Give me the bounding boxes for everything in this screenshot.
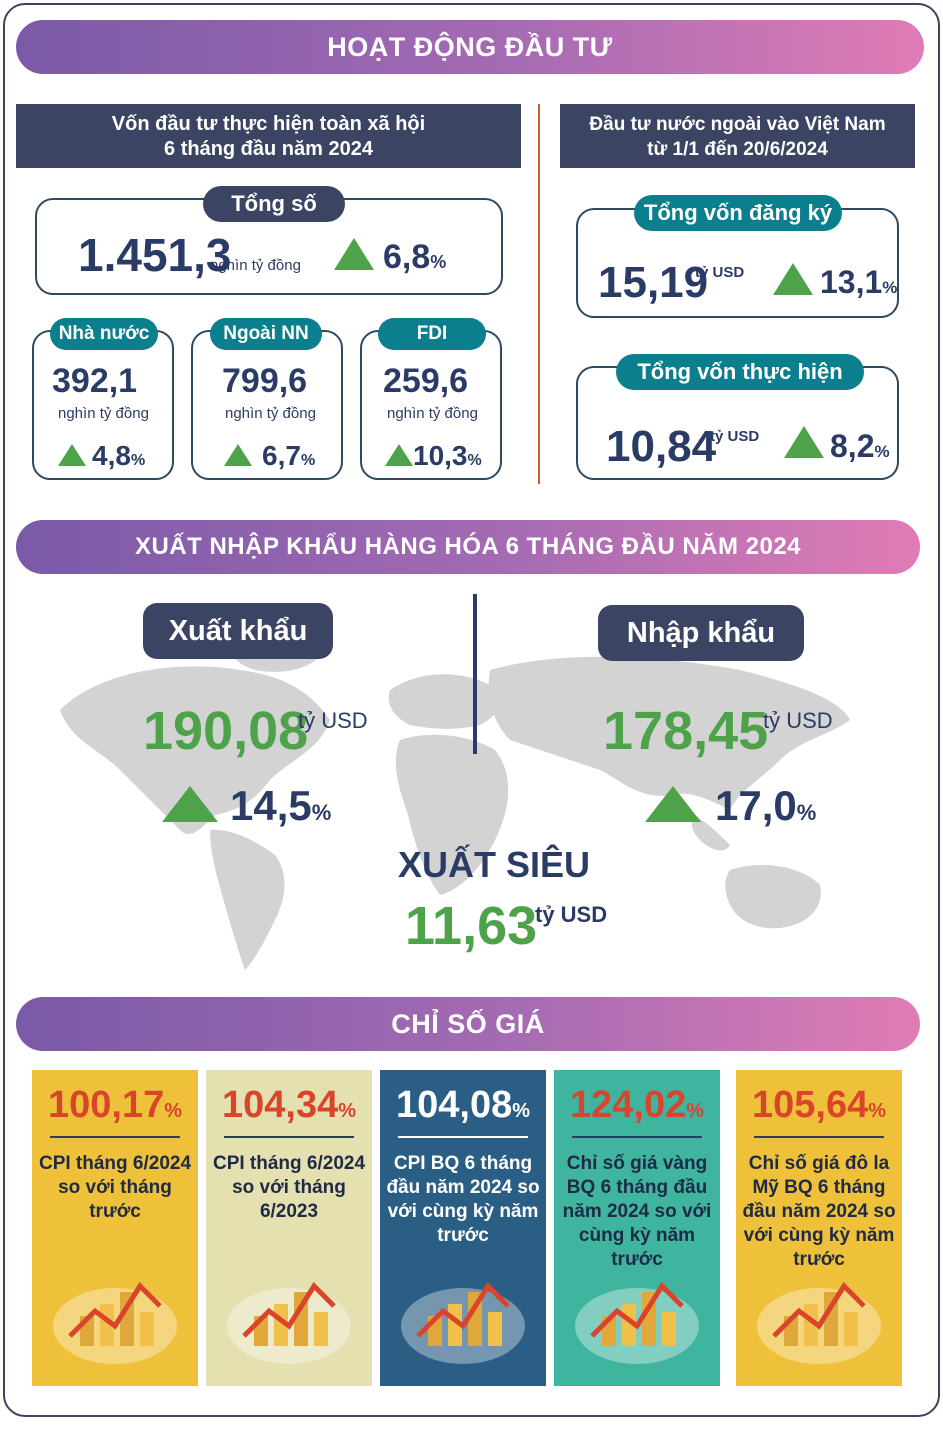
import-unit: tỷ USD — [763, 708, 833, 733]
invest-header: Vốn đầu tư thực hiện toàn xã hội 6 tháng… — [16, 104, 521, 168]
non-state-change: 6,7% — [262, 440, 316, 471]
price-card: 104,34% CPI tháng 6/2024 so với tháng 6/2… — [206, 1070, 372, 1386]
total-unit: nghìn tỷ đồng — [210, 257, 301, 274]
section-title: CHỈ SỐ GIÁ — [391, 1008, 545, 1039]
disbursed-unit: tỷ USD — [710, 428, 760, 445]
disbursed-change: 8,2% — [830, 428, 890, 464]
divider-line — [538, 104, 540, 484]
price-description: CPI tháng 6/2024 so với tháng trước — [38, 1153, 192, 1222]
price-description: Chỉ số giá đô la Mỹ BQ 6 tháng đầu năm 2… — [742, 1153, 896, 1270]
export-value: 190,08 — [143, 701, 309, 761]
fdi-header-line2: từ 1/1 đến 20/6/2024 — [647, 139, 828, 160]
state-value: 392,1 — [52, 362, 138, 400]
illustration-icon — [227, 1282, 351, 1364]
price-card: 104,08% CPI BQ 6 tháng đầu năm 2024 so vớ… — [380, 1070, 546, 1386]
divider — [754, 1136, 884, 1138]
surplus-unit: tỷ USD — [535, 902, 608, 927]
price-value: 105,64% — [751, 1084, 887, 1126]
up-triangle-icon — [784, 426, 824, 458]
section-banner-trade: XUẤT NHẬP KHẨU HÀNG HÓA 6 THÁNG ĐẦU NĂM … — [16, 520, 920, 574]
price-card: 124,02% Chỉ số giá vàng BQ 6 tháng đầu nă… — [554, 1070, 720, 1386]
import-label: Nhập khẩu — [598, 605, 804, 661]
up-triangle-icon — [334, 238, 374, 270]
total-value: 1.451,3 — [78, 229, 232, 281]
section-banner-prices: CHỈ SỐ GIÁ — [16, 997, 920, 1051]
fdi-header: Đầu tư nước ngoài vào Việt Nam từ 1/1 đế… — [560, 104, 915, 168]
infographic-frame — [3, 3, 940, 1417]
fdi-value: 259,6 — [383, 362, 469, 400]
fdi-header-line1: Đầu tư nước ngoài vào Việt Nam — [589, 114, 886, 135]
non-state-label: Ngoài NN — [210, 318, 322, 350]
fdi-change: 10,3% — [413, 440, 482, 471]
divider — [398, 1136, 528, 1138]
registered-value: 15,19 — [598, 258, 709, 307]
non-state-box — [191, 330, 343, 480]
state-change: 4,8% — [92, 440, 146, 471]
price-description: CPI BQ 6 tháng đầu năm 2024 so với cùng … — [386, 1153, 540, 1246]
invest-header-line1: Vốn đầu tư thực hiện toàn xã hội — [111, 113, 426, 135]
price-card: 105,64% Chỉ số giá đô la Mỹ BQ 6 tháng đầ… — [736, 1070, 902, 1386]
price-card: 100,17% CPI tháng 6/2024 so với tháng trư… — [32, 1070, 198, 1386]
up-triangle-icon — [224, 444, 252, 466]
registered-label: Tổng vốn đăng ký — [634, 195, 842, 231]
section-banner-investment: HOẠT ĐỘNG ĐẦU TƯ — [16, 20, 924, 74]
section-title: XUẤT NHẬP KHẨU HÀNG HÓA 6 THÁNG ĐẦU NĂM … — [134, 533, 802, 560]
registered-change: 13,1% — [820, 264, 898, 300]
illustration-icon — [757, 1282, 881, 1364]
price-value: 100,17% — [47, 1084, 183, 1126]
price-value: 124,02% — [569, 1084, 705, 1126]
import-change: 17,0% — [715, 782, 817, 829]
fdi-label: FDI — [378, 318, 486, 350]
price-value: 104,34% — [221, 1084, 357, 1126]
price-description: Chỉ số giá vàng BQ 6 tháng đầu năm 2024 … — [562, 1153, 712, 1270]
non-state-unit: nghìn tỷ đồng — [225, 405, 316, 422]
export-change: 14,5% — [230, 782, 332, 829]
illustration-icon — [53, 1282, 177, 1364]
illustration-icon — [401, 1282, 525, 1364]
center-divider — [473, 594, 477, 754]
invest-header-line2: 6 tháng đầu năm 2024 — [164, 138, 373, 160]
price-value: 104,08% — [395, 1084, 531, 1126]
import-value: 178,45 — [603, 701, 769, 761]
export-unit: tỷ USD — [298, 708, 368, 733]
state-box — [32, 330, 174, 480]
state-unit: nghìn tỷ đồng — [58, 405, 149, 422]
disbursed-value: 10,84 — [606, 422, 717, 471]
up-triangle-icon — [58, 444, 86, 466]
surplus-label: XUẤT SIÊU — [398, 844, 591, 885]
divider — [224, 1136, 354, 1138]
surplus-value: 11,63 — [405, 896, 538, 956]
divider — [572, 1136, 702, 1138]
fdi-unit: nghìn tỷ đồng — [387, 405, 478, 422]
registered-unit: tỷ USD — [695, 264, 745, 281]
up-triangle-icon — [645, 786, 701, 822]
up-triangle-icon — [385, 444, 413, 466]
section-title: HOẠT ĐỘNG ĐẦU TƯ — [327, 31, 613, 62]
non-state-value: 799,6 — [222, 362, 308, 400]
price-description: CPI tháng 6/2024 so với tháng 6/2023 — [212, 1153, 366, 1222]
export-label: Xuất khẩu — [143, 603, 333, 659]
illustration-icon — [575, 1282, 699, 1364]
divider — [50, 1136, 180, 1138]
total-change: 6,8% — [383, 238, 447, 276]
state-label: Nhà nước — [50, 318, 158, 350]
up-triangle-icon — [162, 786, 218, 822]
up-triangle-icon — [773, 263, 813, 295]
total-label: Tổng số — [203, 186, 345, 222]
disbursed-label: Tổng vốn thực hiện — [616, 354, 864, 390]
